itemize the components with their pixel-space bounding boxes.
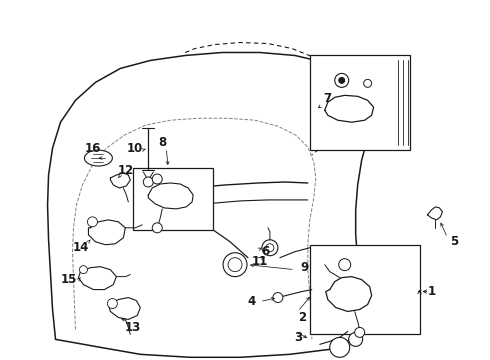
Circle shape (273, 293, 283, 302)
Circle shape (339, 77, 345, 84)
Circle shape (355, 328, 365, 337)
Text: 3: 3 (294, 331, 302, 344)
Circle shape (152, 223, 162, 233)
Circle shape (364, 80, 371, 87)
Circle shape (262, 240, 278, 256)
Text: 8: 8 (158, 136, 167, 149)
Bar (310, 55, 410, 150)
Circle shape (339, 259, 351, 271)
Circle shape (152, 174, 162, 184)
Text: 1: 1 (427, 285, 436, 298)
Circle shape (228, 258, 242, 272)
Text: 11: 11 (252, 255, 268, 268)
Text: 5: 5 (450, 235, 459, 248)
Text: 14: 14 (73, 241, 89, 254)
Text: 15: 15 (60, 273, 77, 286)
Text: 9: 9 (301, 261, 309, 274)
Circle shape (143, 177, 153, 187)
Text: 12: 12 (117, 163, 133, 176)
Text: 10: 10 (127, 141, 144, 155)
Circle shape (79, 266, 87, 274)
Bar (133, 168, 213, 230)
Text: 4: 4 (248, 295, 256, 308)
Circle shape (87, 217, 98, 227)
Text: 13: 13 (124, 321, 141, 334)
Circle shape (223, 253, 247, 276)
Circle shape (330, 337, 350, 357)
Text: 16: 16 (84, 141, 100, 155)
Circle shape (107, 298, 118, 309)
Text: 7: 7 (324, 92, 332, 105)
Circle shape (266, 244, 274, 252)
Text: 2: 2 (298, 311, 306, 324)
Circle shape (349, 332, 363, 346)
Text: 6: 6 (261, 245, 269, 258)
Circle shape (335, 73, 349, 87)
Bar (310, 245, 419, 334)
Ellipse shape (84, 150, 112, 166)
